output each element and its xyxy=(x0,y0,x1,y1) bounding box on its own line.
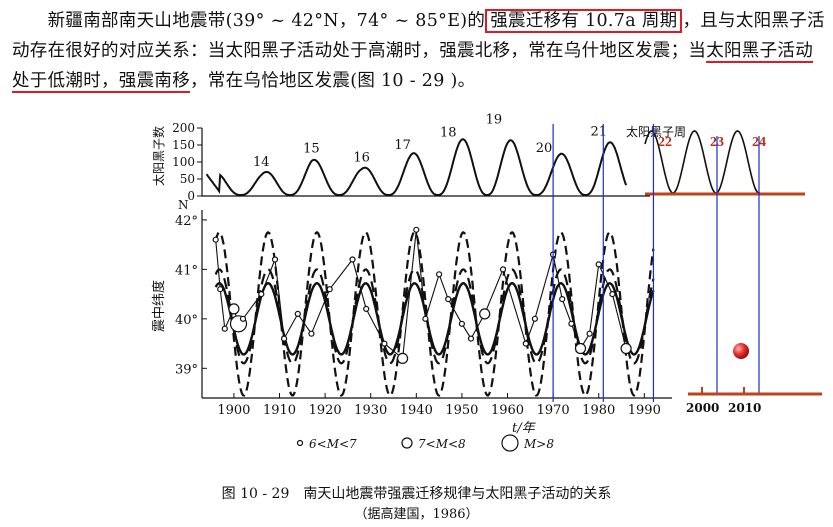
x-tick-label: 1920 xyxy=(309,403,342,418)
predicted-cycle-labels: 22 23 24 xyxy=(658,135,766,150)
earthquake-point xyxy=(217,286,224,293)
sunspot-y-tick-label: 150 xyxy=(172,138,195,152)
predicted-sunspot-curve xyxy=(644,130,761,194)
latitude-x-ticks: 1900 1910 1920 1930 1940 1950 1960 1970 1980 1990 xyxy=(217,393,661,418)
predicted-cycle-label: 22 xyxy=(658,135,672,150)
outer-envelope-curve xyxy=(214,230,655,397)
legend-symbol-small xyxy=(296,439,304,447)
sunspot-cycle-labels: 14 15 16 17 18 19 20 21 xyxy=(253,112,607,170)
highlight-underline: 太阳黑子活动处于低潮时，强震南移 xyxy=(12,41,814,93)
sunspot-y-tick-label: 0 xyxy=(187,189,195,203)
earthquake-point xyxy=(326,286,333,293)
sunspot-cycle-label: 14 xyxy=(253,155,270,170)
earthquake-track xyxy=(215,229,627,360)
x-tick-label: 1940 xyxy=(400,403,433,418)
latitude-unit: N xyxy=(178,198,189,212)
earthquake-point xyxy=(458,320,465,327)
sunspot-cycle-label: 19 xyxy=(486,112,503,127)
sunspot-panel: 200 150 100 50 0 太阳黑子数 14 15 16 17 18 19 20 21 太阳黑子… xyxy=(151,112,805,203)
sunspot-cycle-label: 16 xyxy=(353,150,370,165)
x-tick-label: 1950 xyxy=(445,403,478,418)
inner-envelope-curve xyxy=(214,268,655,365)
legend-symbol-medium xyxy=(401,437,413,449)
tick-label-2010: 2010 xyxy=(728,401,761,415)
earthquake-point xyxy=(381,340,388,347)
earthquake-point xyxy=(294,310,301,317)
earthquake-point xyxy=(574,342,587,355)
latitude-y-tick-label: 39° xyxy=(175,362,198,377)
earthquake-point xyxy=(479,308,491,320)
x-tick-label: 1980 xyxy=(582,403,615,418)
sunspot-cycle-label: 17 xyxy=(394,138,411,153)
earthquake-point xyxy=(559,296,566,303)
earthquake-point xyxy=(221,325,228,332)
body-paragraph: 新疆南部南天山地震带(39° ~ 42°N，74° ~ 85°E)的 强震迁移有 … xyxy=(12,6,827,96)
x-tick-label: 1990 xyxy=(628,403,661,418)
sunspot-y-label: 太阳黑子数 xyxy=(151,126,166,186)
sunspot-curve xyxy=(205,138,628,197)
x-tick-label: 1960 xyxy=(491,403,524,418)
sunspot-cycle-label: 21 xyxy=(590,124,607,139)
earthquake-point xyxy=(308,330,315,337)
legend: 6<M<7 7<M<8 M>8 xyxy=(296,434,554,452)
paragraph-text-2: ，且与太阳黑子活动存在很好的对应关系：当太阳黑子活动处于高潮时，强震北移，常在乌… xyxy=(12,11,825,61)
earthquake-point xyxy=(422,315,429,322)
blue-marker-lines xyxy=(552,124,760,402)
tick-label-2000: 2000 xyxy=(686,401,719,415)
sunspot-cycle-title: 太阳黑子周 xyxy=(626,124,686,139)
legend-label-small: 6<M<7 xyxy=(309,437,357,451)
x-tick-label: 1970 xyxy=(537,403,570,418)
sunspot-cycle-label: 18 xyxy=(440,125,457,140)
sunspot-cycle-label: 20 xyxy=(536,141,553,156)
earthquake-point xyxy=(228,303,240,315)
earthquake-point xyxy=(397,352,409,364)
sunspot-y-tick-label: 100 xyxy=(172,155,195,169)
latitude-y-label: 震中纬度 xyxy=(151,280,167,332)
paragraph-text-1: 新疆南部南天山地震带(39° ~ 42°N，74° ~ 85°E)的 xyxy=(47,11,486,31)
legend-symbol-large xyxy=(501,434,519,452)
latitude-y-ticks: 42° 41° 40° 39° xyxy=(175,214,207,377)
earthquake-point xyxy=(271,256,279,263)
latitude-y-tick-label: 40° xyxy=(175,313,198,328)
x-axis-label: t/年 xyxy=(512,421,537,436)
earthquake-point xyxy=(258,291,265,298)
x-tick-label: 1900 xyxy=(217,403,250,418)
sunspot-y-tick-label: 200 xyxy=(172,121,195,135)
earthquake-point xyxy=(522,340,529,347)
latitude-y-tick-label: 41° xyxy=(175,263,198,278)
latitude-panel: N 42° 41° 40° 39° 震中纬度 1900 1910 1920 1930 1940… xyxy=(151,124,822,436)
paragraph-text-3: ，常在乌恰地区发震(图 10 - 29 )。 xyxy=(190,71,476,91)
earthquake-point xyxy=(531,315,539,322)
earthquake-point xyxy=(568,320,575,327)
earthquake-point xyxy=(281,335,288,342)
figure-source: （据高建国，1986） xyxy=(354,507,479,522)
earthquake-point xyxy=(620,342,632,355)
earthquake-point xyxy=(349,256,356,263)
sunspot-y-ticks: 200 150 100 50 0 xyxy=(172,121,202,203)
legend-label-large: M>8 xyxy=(523,437,554,451)
x-tick-label: 1910 xyxy=(263,403,296,418)
sunspot-y-tick-label: 50 xyxy=(180,172,195,186)
earthquake-point xyxy=(445,296,452,303)
earthquake-point xyxy=(436,271,443,278)
predicted-quake-marker xyxy=(733,343,749,359)
earthquake-point xyxy=(595,261,602,268)
legend-label-medium: 7<M<8 xyxy=(418,437,466,451)
earthquake-point xyxy=(499,266,507,273)
earthquake-point xyxy=(363,305,370,312)
earthquake-points xyxy=(212,226,632,364)
earthquake-point xyxy=(239,315,247,322)
sunspot-cycle-label: 15 xyxy=(303,141,320,156)
earthquake-point xyxy=(212,236,219,243)
earthquake-point xyxy=(413,226,420,233)
highlight-box: 强震迁移有 10.7a 周期 xyxy=(485,9,683,33)
latitude-y-tick-label: 42° xyxy=(175,214,198,229)
earthquake-point xyxy=(467,335,475,342)
x-tick-label: 1930 xyxy=(354,403,387,418)
earthquake-point xyxy=(609,291,616,298)
earthquake-point xyxy=(586,330,593,337)
figure-caption: 图 10 - 29 南天山地震带强震迁移规律与太阳黑子活动的关系 xyxy=(221,486,612,502)
